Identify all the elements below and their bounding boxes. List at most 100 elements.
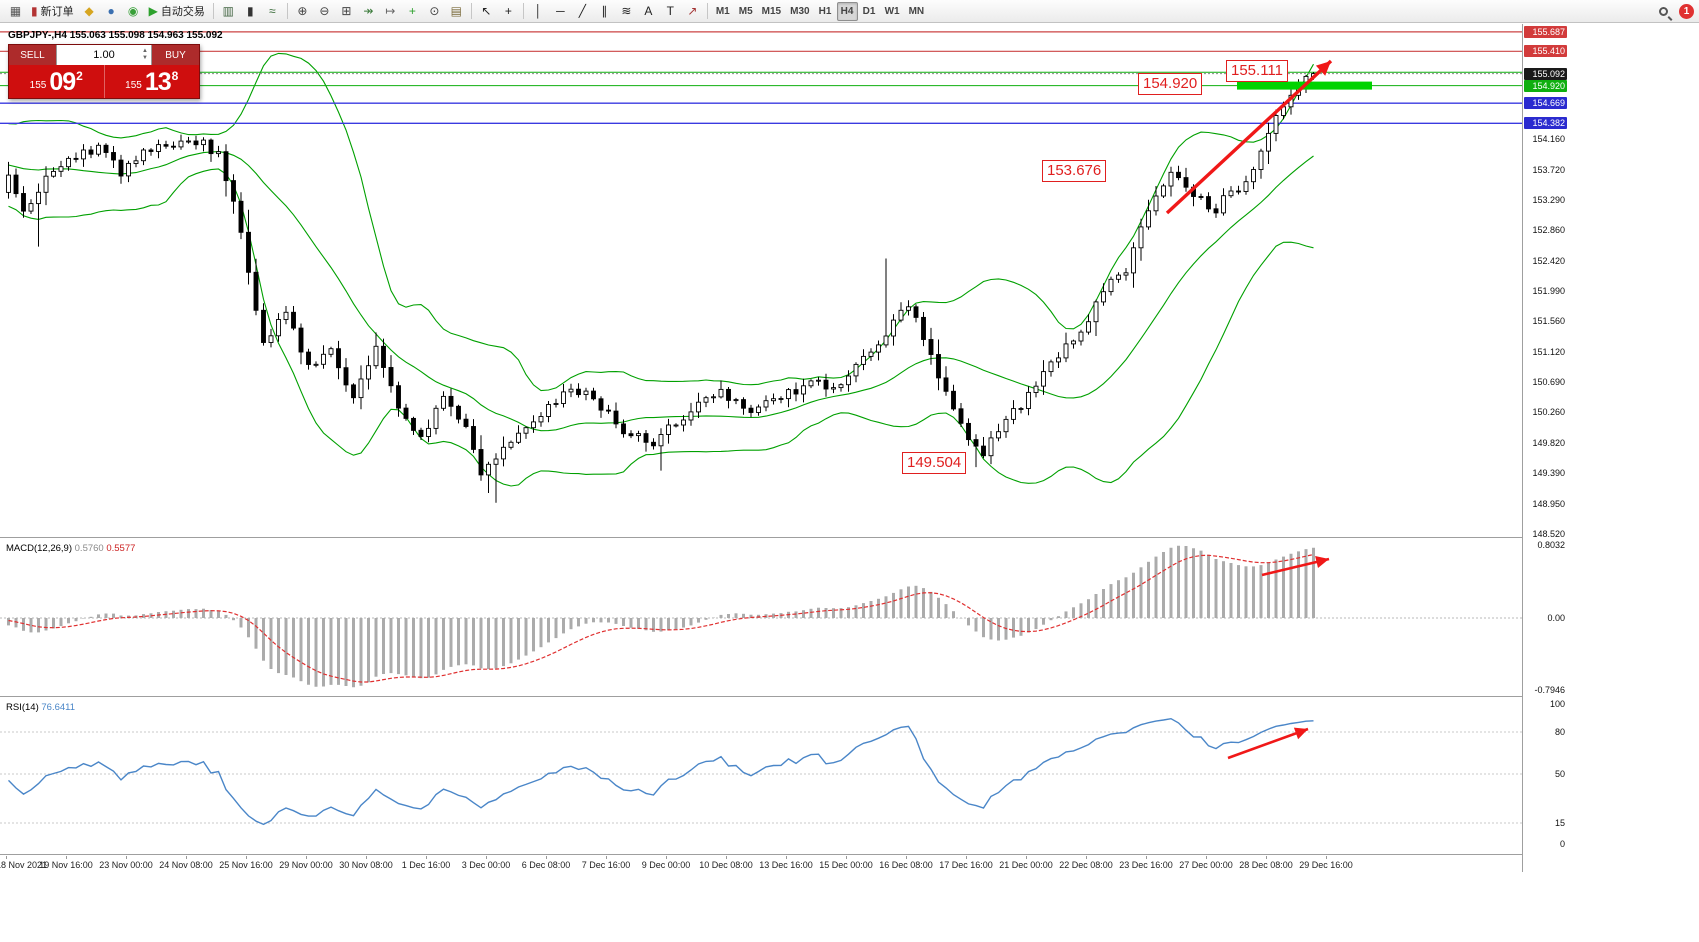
- magnifier-glyph: [1659, 6, 1668, 16]
- price-axis[interactable]: 154.160 153.720 153.290 152.860 152.420 151.9…: [1522, 24, 1568, 872]
- new-order-button[interactable]: ▮ 新订单: [31, 4, 74, 18]
- macd-main-value: 0.5760: [74, 543, 104, 554]
- tf-m5[interactable]: M5: [738, 5, 753, 17]
- horizontal-line-icon[interactable]: ─: [556, 4, 565, 18]
- time-axis[interactable]: 18 Nov 2021 19 Nov 16:00 23 Nov 00:00 24 No…: [0, 856, 1522, 872]
- new-chart-icon[interactable]: ▦: [9, 4, 22, 18]
- vertical-line-icon[interactable]: │: [534, 4, 543, 18]
- time-tick: [846, 856, 847, 859]
- tf-w1[interactable]: W1: [884, 5, 900, 17]
- price-scale-label: 152.860: [1532, 224, 1565, 235]
- line-chart-icon[interactable]: ≈: [269, 4, 276, 18]
- macd-header: MACD(12,26,9) 0.5760 0.5577: [6, 543, 135, 554]
- crosshair-icon[interactable]: +: [504, 4, 512, 18]
- rsi-label: RSI(14): [6, 702, 39, 713]
- community-icon[interactable]: ◉: [127, 4, 139, 18]
- time-tick: [1026, 856, 1027, 859]
- quote-header: GBPJPY-,H4 155.063 155.098 154.963 155.0…: [8, 30, 223, 41]
- sell-button[interactable]: SELL: [9, 45, 56, 65]
- ask-price: 155 13 8: [103, 65, 200, 98]
- candlestick-chart[interactable]: [0, 24, 1522, 537]
- time-tick: [1206, 856, 1207, 859]
- auto-scroll-icon[interactable]: ↠: [363, 4, 374, 18]
- price-scale-label: 151.560: [1532, 315, 1565, 326]
- time-tick: [906, 856, 907, 859]
- time-axis-label: 23 Dec 16:00: [1119, 860, 1173, 870]
- rsi-chart: [0, 717, 1522, 826]
- time-axis-label: 15 Dec 00:00: [819, 860, 873, 870]
- channel-icon[interactable]: ∥: [601, 4, 608, 18]
- candlestick-chart-icon[interactable]: ▮: [247, 4, 254, 18]
- rsi-panel[interactable]: RSI(14) 76.6411: [0, 698, 1522, 855]
- bar-chart-icon[interactable]: ▥: [222, 4, 235, 18]
- price-scale-label: 148.520: [1532, 528, 1565, 539]
- price-scale-label: 149.820: [1532, 437, 1565, 448]
- price-scale-marker: 154.382: [1524, 117, 1567, 130]
- price-scale-label: 151.990: [1532, 285, 1565, 296]
- toolbar-separator: [706, 3, 708, 19]
- price-callout: 154.920: [1138, 73, 1203, 95]
- search-icon[interactable]: [1653, 2, 1674, 21]
- toolbar-separator: [212, 3, 214, 19]
- price-scale-label: 154.160: [1532, 133, 1565, 144]
- time-axis-label: 29 Dec 16:00: [1299, 860, 1353, 870]
- macd-scale-label: -0.7946: [1534, 685, 1565, 696]
- notification-badge[interactable]: 1: [1679, 3, 1694, 19]
- time-axis-label: 7 Dec 16:00: [581, 860, 631, 870]
- time-tick: [1266, 856, 1267, 859]
- time-tick: [306, 856, 307, 859]
- chart-shift-icon[interactable]: ↦: [385, 4, 396, 18]
- volume-value: 1.00: [93, 49, 115, 61]
- macd-scale-label: 0.00: [1547, 613, 1565, 623]
- price-callout: 155.111: [1226, 60, 1288, 82]
- tf-h4[interactable]: H4: [836, 1, 858, 21]
- profile-icon[interactable]: ●: [107, 4, 115, 18]
- periods-icon[interactable]: ⊙: [429, 4, 440, 18]
- main-chart-panel[interactable]: GBPJPY-,H4 155.063 155.098 154.963 155.0…: [0, 24, 1522, 538]
- time-axis-label: 25 Nov 16:00: [219, 860, 273, 870]
- tf-m30[interactable]: M30: [790, 5, 810, 17]
- arrows-icon[interactable]: ↗: [687, 4, 698, 18]
- tf-mn[interactable]: MN: [908, 5, 925, 17]
- bollinger-bands: [8, 52, 1314, 487]
- time-tick: [426, 856, 427, 859]
- price-callout: 149.504: [902, 452, 967, 474]
- tf-d1[interactable]: D1: [862, 5, 876, 17]
- tf-m15[interactable]: M15: [761, 5, 782, 17]
- price-callout: 153.676: [1042, 160, 1107, 182]
- time-axis-label: 22 Dec 08:00: [1059, 860, 1113, 870]
- bid-ask-display: 155 09 2 155 13 8: [9, 65, 199, 98]
- zoom-in-icon[interactable]: ⊕: [297, 4, 308, 18]
- time-tick: [486, 856, 487, 859]
- time-axis-label: 23 Nov 00:00: [99, 860, 153, 870]
- trend-arrow: [1261, 556, 1330, 577]
- tile-windows-icon[interactable]: ⊞: [341, 4, 352, 18]
- trendline-icon[interactable]: ╱: [578, 4, 586, 18]
- volume-spinner[interactable]: ▲ ▼: [142, 48, 148, 61]
- price-scale-marker: 155.092: [1524, 67, 1567, 80]
- zoom-out-icon[interactable]: ⊖: [319, 4, 330, 18]
- tf-h1[interactable]: H1: [818, 5, 832, 17]
- tf-m1[interactable]: M1: [715, 5, 730, 17]
- time-axis-label: 27 Dec 00:00: [1179, 860, 1233, 870]
- time-axis-label: 24 Nov 08:00: [159, 860, 213, 870]
- cursor-icon[interactable]: ↖: [481, 4, 492, 18]
- macd-signal-line: [8, 553, 1314, 683]
- macd-panel[interactable]: MACD(12,26,9) 0.5760 0.5577: [0, 539, 1522, 697]
- buy-button[interactable]: BUY: [152, 45, 199, 65]
- text-icon[interactable]: A: [644, 4, 653, 18]
- toolbar-separator: [470, 3, 472, 19]
- volume-input[interactable]: 1.00 ▲ ▼: [56, 45, 152, 65]
- price-scale-label: 151.120: [1532, 346, 1565, 357]
- time-tick: [546, 856, 547, 859]
- rsi-header: RSI(14) 76.6411: [6, 702, 75, 713]
- indicators-icon[interactable]: +: [408, 4, 416, 18]
- market-icon[interactable]: ◆: [84, 4, 94, 18]
- rsi-value: 76.6411: [41, 702, 76, 713]
- label-icon[interactable]: T: [666, 4, 675, 18]
- rsi-level-lines: [0, 731, 1522, 824]
- templates-icon[interactable]: ▤: [450, 4, 463, 18]
- bid-price: 155 09 2: [29, 68, 83, 96]
- fibonacci-icon[interactable]: ≋: [621, 4, 632, 18]
- autotrading-button[interactable]: ▶ 自动交易: [148, 4, 205, 18]
